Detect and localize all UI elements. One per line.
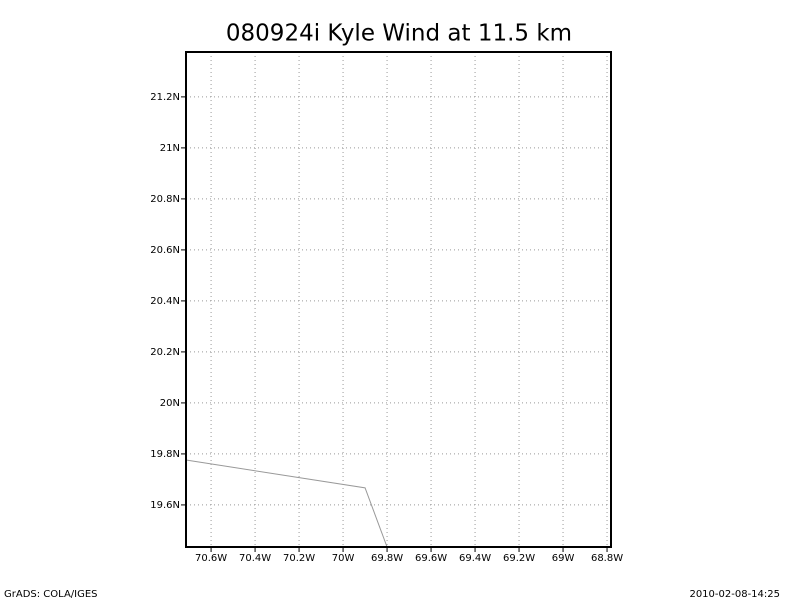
y-tick-label: 21.2N bbox=[150, 92, 180, 103]
x-tick-label: 69.6W bbox=[415, 553, 447, 564]
x-tick-label: 70.2W bbox=[283, 553, 315, 564]
track-line bbox=[185, 459, 388, 548]
x-tick-label: 68.8W bbox=[591, 553, 623, 564]
y-tick-label: 20.2N bbox=[150, 347, 180, 358]
y-tick-label: 19.8N bbox=[150, 449, 180, 460]
x-tick-label: 69.8W bbox=[371, 553, 403, 564]
chart-title: 080924i Kyle Wind at 11.5 km bbox=[226, 21, 572, 47]
y-tick-label: 20.4N bbox=[150, 296, 180, 307]
y-tick-label: 21N bbox=[160, 143, 180, 154]
x-tick-label: 70.6W bbox=[195, 553, 227, 564]
y-tick-label: 20N bbox=[160, 398, 180, 409]
x-tick-label: 70.4W bbox=[239, 553, 271, 564]
footer-right: 2010-02-08-14:25 bbox=[689, 589, 780, 600]
x-tick-label: 69W bbox=[552, 553, 575, 564]
x-tick-label: 69.4W bbox=[459, 553, 491, 564]
y-tick-label: 20.6N bbox=[150, 245, 180, 256]
x-tick-label: 70W bbox=[332, 553, 355, 564]
x-tick-label: 69.2W bbox=[503, 553, 535, 564]
plot-frame bbox=[185, 51, 612, 548]
y-tick-label: 19.6N bbox=[150, 500, 180, 511]
footer-left: GrADS: COLA/IGES bbox=[4, 589, 98, 600]
y-tick-label: 20.8N bbox=[150, 194, 180, 205]
